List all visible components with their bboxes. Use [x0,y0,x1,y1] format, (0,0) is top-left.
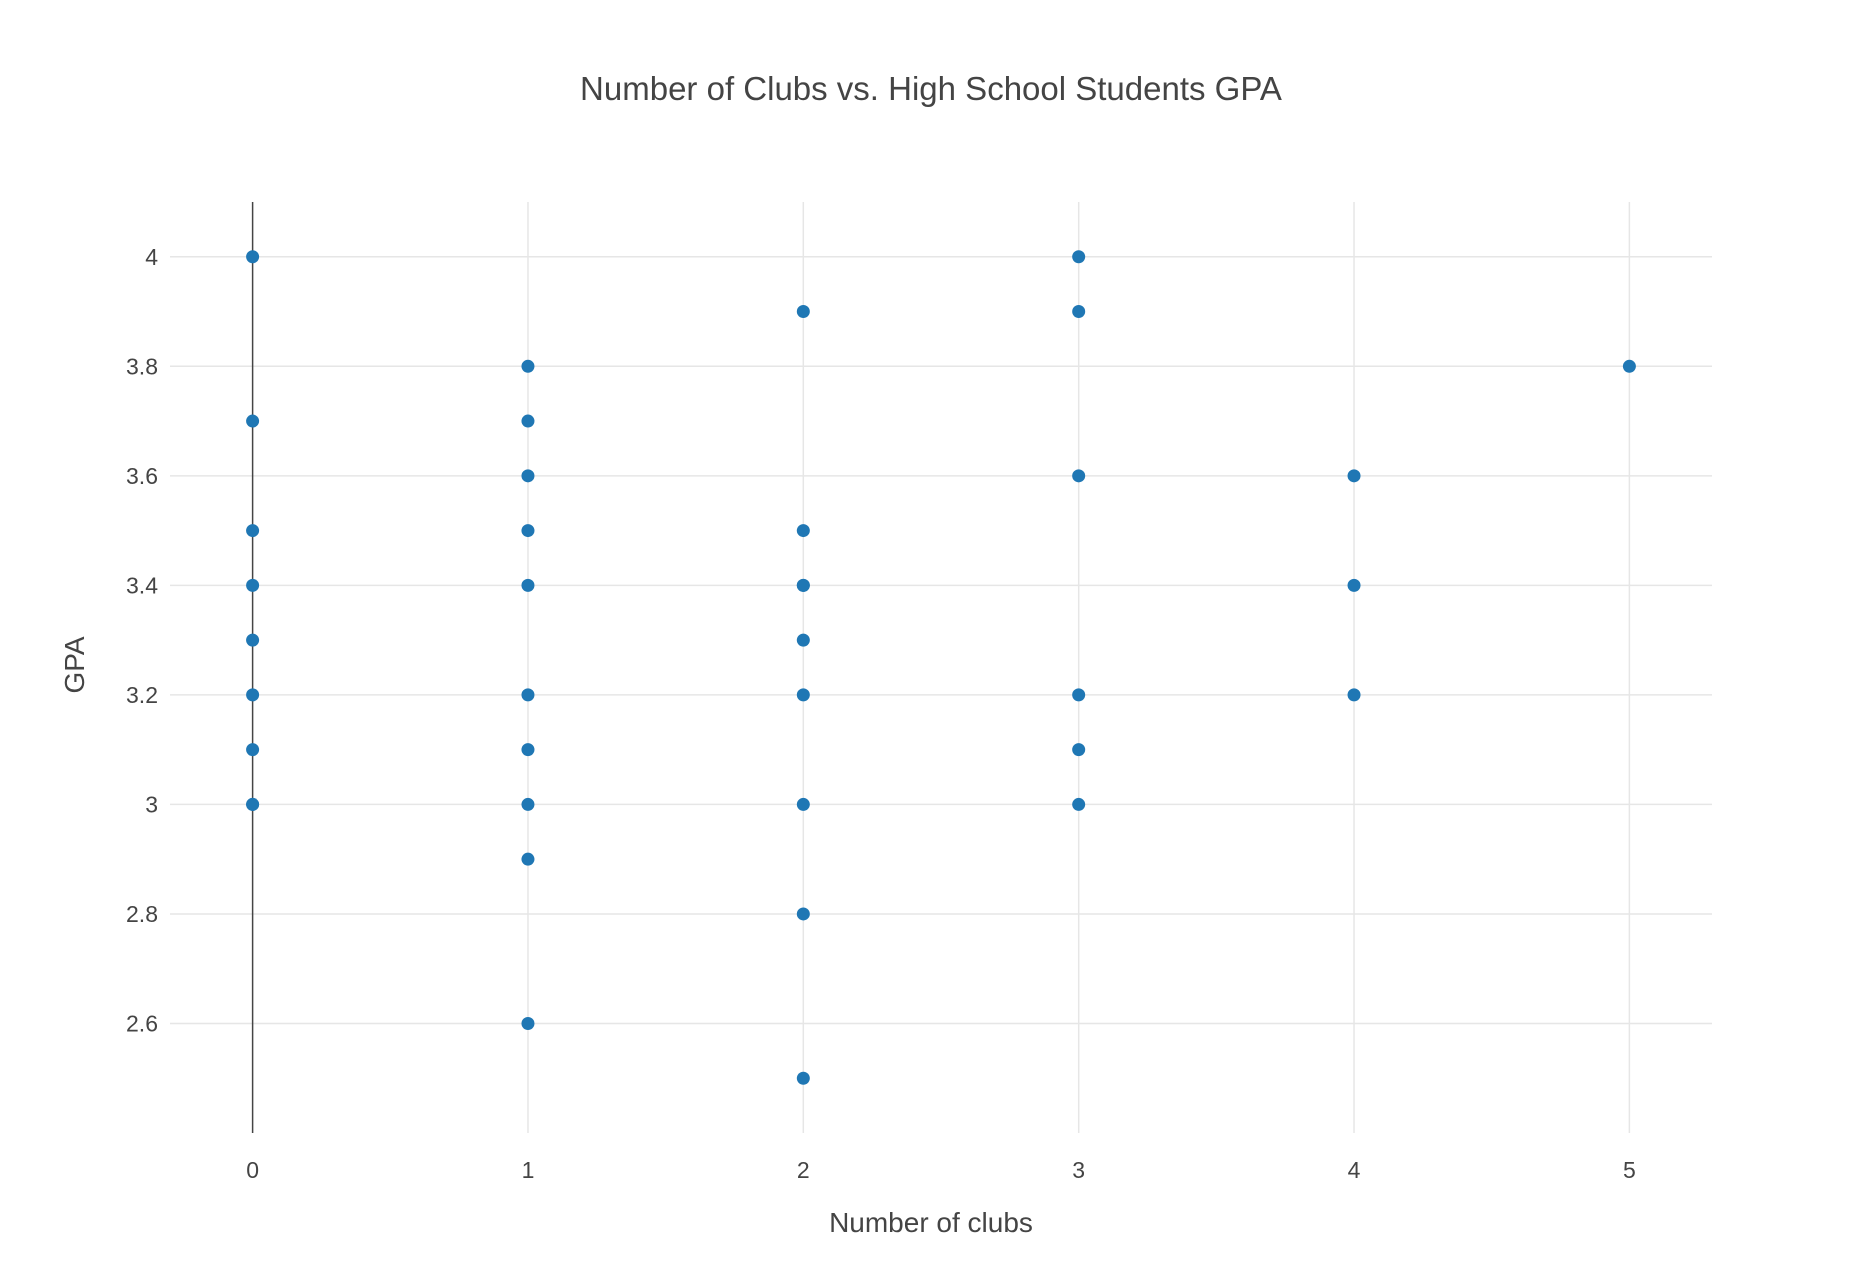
data-point [246,797,260,811]
data-point [521,578,535,592]
data-point [1622,359,1636,373]
data-point [246,743,260,757]
data-point [521,1016,535,1030]
data-point [1347,578,1361,592]
data-point [246,414,260,428]
data-point [246,578,260,592]
data-point [521,743,535,757]
y-axis-title: GPA [59,636,90,693]
data-point [246,524,260,538]
y-tick-label: 2.6 [126,1010,158,1036]
y-tick-labels: 2.6 2.8 3 3.2 3.4 3.6 3.8 4 [126,244,158,1037]
y-tick-label: 3.2 [126,682,158,708]
y-tick-label: 3.6 [126,463,158,489]
data-point [796,688,810,702]
data-point [796,1071,810,1085]
data-point [796,524,810,538]
x-tick-label: 3 [1072,1157,1085,1183]
x-axis-title: Number of clubs [829,1207,1033,1238]
data-point [796,578,810,592]
x-tick-label: 5 [1623,1157,1636,1183]
y-tick-label: 3.8 [126,353,158,379]
chart-title: Number of Clubs vs. High School Students… [580,70,1282,107]
data-point [521,852,535,866]
data-point [521,688,535,702]
data-point [246,688,260,702]
data-point [521,359,535,373]
x-tick-label: 2 [797,1157,810,1183]
data-point [796,907,810,921]
data-point [521,797,535,811]
y-tick-label: 4 [145,244,158,270]
data-point [521,469,535,483]
data-point [1072,797,1086,811]
data-point [1072,305,1086,319]
data-point [796,633,810,647]
gridlines [170,202,1712,1133]
x-tick-label: 0 [246,1157,259,1183]
data-point [1347,469,1361,483]
data-point [521,524,535,538]
data-points [246,250,1636,1085]
y-tick-label: 3 [145,791,158,817]
y-tick-label: 2.8 [126,901,158,927]
x-tick-labels: 0 1 2 3 4 5 [246,1157,1636,1183]
data-point [1072,250,1086,264]
data-point [1072,469,1086,483]
data-point [1072,743,1086,757]
data-point [796,797,810,811]
data-point [796,305,810,319]
data-point [1347,688,1361,702]
x-tick-label: 4 [1348,1157,1361,1183]
data-point [246,250,260,264]
data-point [246,633,260,647]
x-tick-label: 1 [522,1157,535,1183]
data-point [1072,688,1086,702]
y-tick-label: 3.4 [126,572,158,598]
data-point [521,414,535,428]
